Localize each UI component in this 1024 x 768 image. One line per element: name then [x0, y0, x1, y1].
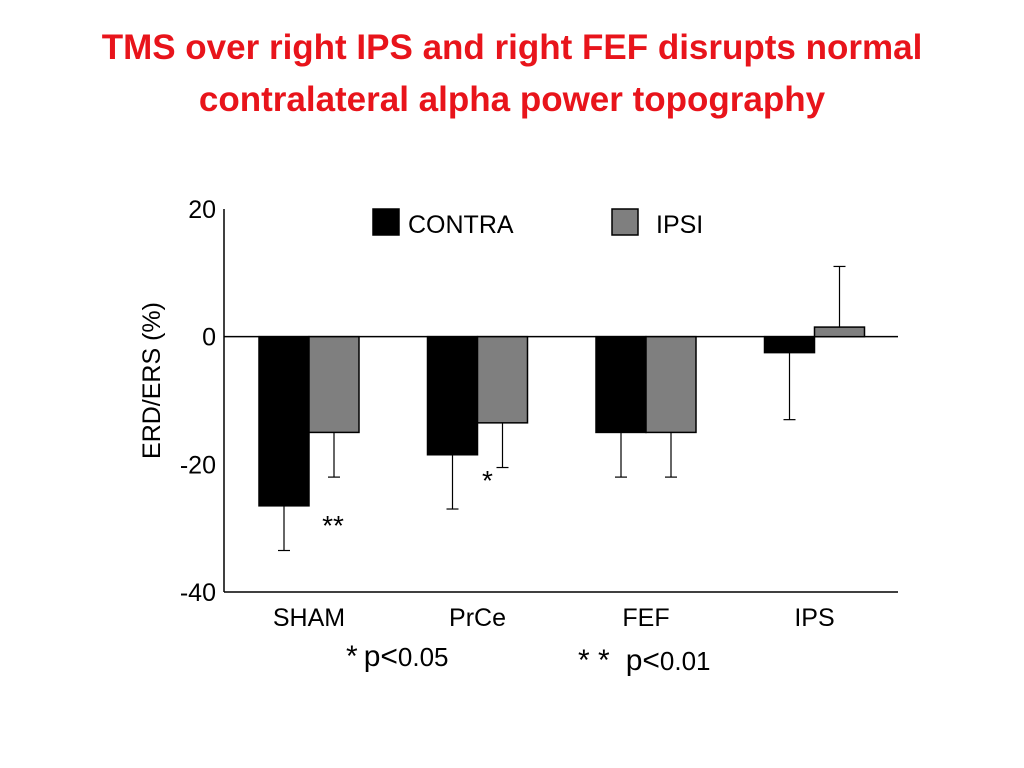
title-line-2: contralateral alpha power topography — [198, 80, 826, 119]
bar-ipsi-fef — [645, 335, 697, 434]
title-line-1: TMS over right IPS and right FEF disrupt… — [101, 28, 923, 67]
bar-contra-prce — [426, 335, 479, 456]
double-star-symbol: * * — [578, 644, 610, 677]
bar-ipsi-sham — [308, 335, 360, 434]
legend-swatch-contra — [372, 208, 400, 236]
bar-ipsi-ips — [813, 326, 866, 338]
bar-contra-ips — [763, 335, 816, 354]
y-tick-label: 20 — [188, 196, 216, 224]
x-tick-label-ips: IPS — [794, 604, 834, 632]
single-star-symbol: * — [346, 640, 358, 673]
legend-swatch-ipsi — [611, 208, 639, 236]
y-axis-label: ERD/ERS (%) — [138, 302, 166, 459]
significance-note-p05: * p<0.05 — [346, 640, 449, 674]
legend-label-ipsi: IPSI — [656, 211, 703, 239]
significance-marker-prce: * — [482, 465, 493, 496]
bar-ipsi-prce — [476, 335, 529, 424]
y-tick-label: -40 — [180, 579, 216, 607]
significance-marker-sham: ** — [322, 510, 344, 541]
significance-note-p01: * * p<0.01 — [578, 644, 711, 678]
p-label: p< — [625, 644, 660, 677]
x-tick-label-fef: FEF — [622, 604, 669, 632]
bar-contra-fef — [595, 335, 647, 434]
y-tick-label: -20 — [180, 451, 216, 479]
p-value: 0.01 — [659, 646, 711, 676]
bar-contra-sham — [258, 335, 310, 507]
y-tick-label: 0 — [202, 324, 216, 352]
p-value: 0.05 — [397, 642, 449, 672]
x-tick-label-prce: PrCe — [449, 604, 506, 632]
p-label: p< — [363, 640, 398, 673]
x-tick-label-sham: SHAM — [273, 604, 345, 632]
slide-title: TMS over right IPS and right FEF disrupt… — [0, 22, 1024, 126]
legend-label-contra: CONTRA — [408, 211, 514, 239]
